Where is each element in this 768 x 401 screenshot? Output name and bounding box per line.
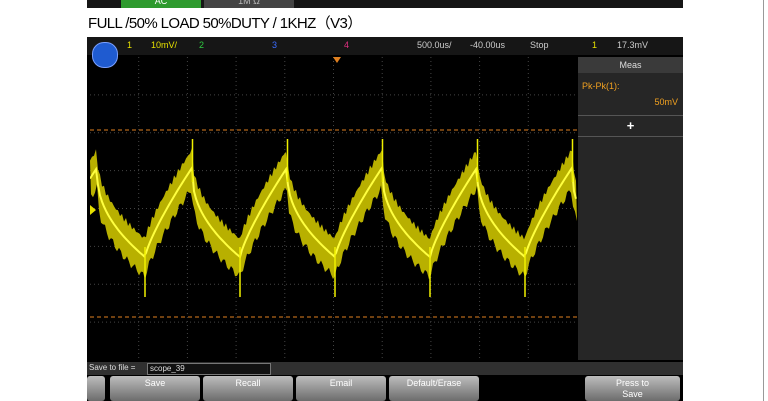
delay: -40.00us (470, 40, 505, 50)
run-state: Stop (530, 40, 549, 50)
softkey[interactable]: Recall (203, 376, 293, 401)
ch1: 1 (127, 40, 132, 50)
meas-label: Pk-Pk(1): (582, 81, 620, 91)
trigger-source: 1 (592, 40, 597, 50)
ac-button: AC (121, 0, 201, 8)
ch1-scale: 10mV/ (151, 40, 177, 50)
softkey[interactable]: Email (296, 376, 386, 401)
page: AC 1M Ω FULL /50% LOAD 50%DUTY / 1KHZ（V3… (0, 0, 768, 401)
meas-header: Meas (578, 57, 683, 73)
timebase: 500.0us/ (417, 40, 452, 50)
ch4: 4 (344, 40, 349, 50)
caption: FULL /50% LOAD 50%DUTY / 1KHZ（V3） (88, 12, 362, 33)
scope-screen: 1 10mV/ 2 3 4 500.0us/ -40.00us Stop 1 1… (87, 37, 683, 401)
meas-value: 50mV (654, 97, 678, 107)
ch3: 3 (272, 40, 277, 50)
impedance-button: 1M Ω (204, 0, 294, 8)
menu-icon[interactable] (92, 42, 118, 68)
save-label: Save to file = (89, 363, 135, 372)
softkey[interactable]: Default/Erase (389, 376, 479, 401)
meas-add[interactable]: + (578, 115, 683, 137)
trigger-level: 17.3mV (617, 40, 648, 50)
meas-panel: Meas Pk-Pk(1): 50mV + (578, 57, 683, 360)
waveform-plot (90, 57, 577, 360)
softkey[interactable]: Save (110, 376, 200, 401)
save-filename[interactable]: scope_39 (147, 363, 271, 375)
prev-image-strip: AC 1M Ω (87, 0, 683, 8)
back-key[interactable] (87, 376, 105, 401)
table-border (763, 0, 764, 401)
ch2: 2 (199, 40, 204, 50)
softkey[interactable]: Press to Save (585, 376, 680, 401)
